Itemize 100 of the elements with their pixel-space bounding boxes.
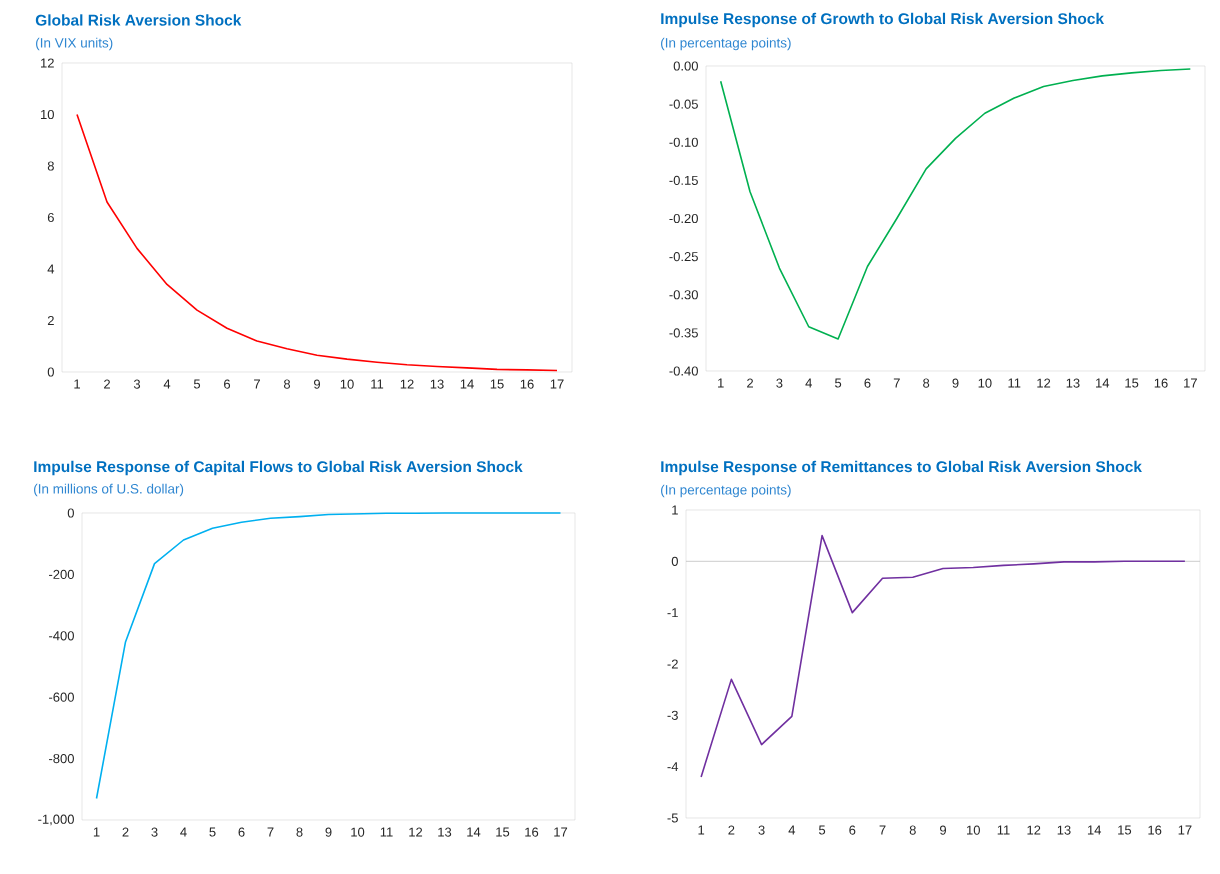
x-tick-label: 10 [978, 378, 992, 388]
line-series [76, 113, 558, 372]
x-tick-label: 8 [283, 379, 291, 389]
chart-subtitle: (In millions of U.S. dollar) [34, 483, 184, 497]
x-tick-label: 4 [163, 379, 171, 389]
x-tick-label: 6 [238, 827, 245, 837]
x-tick-label: 16 [520, 379, 534, 389]
y-tick-label: -4 [667, 762, 679, 772]
y-tick-label: 1 [672, 505, 678, 515]
x-tick-label: 10 [340, 379, 354, 389]
x-tick-label: 15 [1125, 378, 1139, 388]
y-tick-label: 0.00 [673, 61, 698, 71]
x-tick-label: 8 [296, 827, 303, 837]
y-tick-label: -5 [667, 813, 678, 823]
y-tick-label: 0 [67, 508, 74, 518]
x-tick-label: 6 [849, 825, 856, 835]
x-tick-label: 16 [525, 827, 539, 837]
x-tick-label: 7 [879, 825, 886, 835]
x-tick-label: 1 [718, 378, 724, 388]
x-tick-label: 4 [180, 827, 187, 837]
x-tick-label: 10 [351, 827, 365, 837]
y-tick-label: -400 [49, 631, 74, 641]
x-tick-label: 4 [788, 825, 796, 835]
y-tick-label: -3 [667, 710, 678, 720]
x-tick-label: 9 [314, 379, 321, 389]
line-series [719, 68, 1192, 340]
x-tick-label: 13 [1066, 378, 1080, 388]
y-tick-label: 8 [47, 161, 54, 171]
x-tick-label: 3 [133, 379, 141, 389]
y-tick-label: -0.05 [669, 99, 698, 109]
x-tick-label: 6 [864, 378, 871, 388]
x-tick-label: 14 [467, 827, 481, 837]
chart-subtitle: (In percentage points) [661, 484, 791, 498]
x-tick-label: 15 [1118, 825, 1132, 835]
x-tick-label: 10 [967, 825, 980, 835]
y-tick-label: -1,000 [38, 814, 74, 826]
x-tick-label: 12 [400, 379, 414, 389]
x-tick-label: 9 [952, 378, 959, 388]
x-tick-label: 2 [122, 827, 129, 837]
x-tick-label: 3 [776, 378, 783, 388]
x-tick-label: 4 [805, 378, 812, 388]
x-tick-label: 13 [430, 379, 444, 389]
y-tick-label: -200 [49, 569, 74, 579]
x-tick-label: 8 [923, 378, 930, 388]
y-tick-label: -1 [667, 608, 678, 618]
x-tick-label: 14 [1087, 825, 1102, 835]
x-tick-label: 13 [438, 827, 452, 837]
x-tick-label: 3 [758, 825, 765, 835]
chart-title: Impulse Response of Growth to Global Risk Aversion Shock [661, 12, 1105, 28]
y-tick-label: -0.20 [669, 213, 698, 224]
y-tick-label: 0 [47, 367, 54, 377]
x-tick-label: 3 [151, 827, 158, 837]
y-tick-label: 6 [47, 212, 54, 223]
x-tick-label: 7 [254, 379, 260, 389]
x-tick-label: 16 [1148, 825, 1162, 835]
x-tick-label: 12 [409, 827, 423, 837]
x-tick-label: 12 [1027, 825, 1041, 835]
y-tick-label: -2 [667, 659, 678, 669]
x-tick-label: 7 [267, 827, 274, 837]
x-tick-label: 11 [1008, 378, 1021, 388]
y-tick-label: -0.25 [669, 252, 698, 262]
x-tick-label: 5 [193, 379, 201, 389]
x-tick-label: 11 [997, 825, 1010, 835]
x-tick-label: 1 [93, 827, 100, 837]
y-tick-label: -0.30 [669, 290, 698, 300]
chart-subtitle: (In percentage points) [661, 37, 791, 51]
x-tick-label: 11 [371, 379, 384, 389]
y-tick-label: 12 [41, 58, 54, 68]
x-tick-label: 9 [940, 825, 947, 835]
x-tick-label: 8 [909, 825, 916, 835]
y-tick-label: 0 [671, 556, 678, 566]
y-tick-label: 10 [41, 109, 54, 120]
y-tick-label: -800 [49, 753, 74, 764]
x-tick-label: 16 [1154, 378, 1168, 388]
y-tick-label: 2 [47, 315, 54, 326]
y-tick-label: -0.15 [669, 175, 698, 185]
chart-title: Global Risk Aversion Shock [35, 14, 242, 26]
x-tick-label: 15 [496, 827, 510, 837]
x-tick-label: 17 [550, 379, 564, 389]
x-tick-label: 7 [893, 378, 900, 388]
y-tick-label: 4 [47, 264, 55, 274]
x-tick-label: 5 [818, 825, 826, 835]
x-tick-label: 11 [380, 827, 393, 837]
x-tick-label: 17 [1184, 378, 1197, 388]
chart-title: Impulse Response of Capital Flows to Global Risk Aversion Shock [34, 460, 523, 476]
y-tick-label: -0.10 [669, 137, 698, 147]
chart-title: Impulse Response of Remittances to Global Risk Aversion Shock [661, 460, 1142, 476]
x-tick-label: 6 [224, 379, 231, 389]
y-tick-label: -0.35 [669, 328, 698, 338]
x-tick-label: 2 [728, 825, 735, 835]
x-tick-label: 5 [835, 378, 842, 388]
x-tick-label: 13 [1057, 825, 1071, 835]
chart-subtitle: (In VIX units) [36, 37, 113, 51]
x-tick-label: 2 [104, 379, 110, 389]
x-tick-label: 9 [325, 827, 332, 837]
x-tick-label: 14 [460, 379, 474, 389]
x-tick-label: 1 [698, 825, 705, 835]
x-tick-label: 14 [1096, 378, 1110, 388]
x-tick-label: 12 [1037, 378, 1051, 388]
x-tick-label: 17 [554, 827, 568, 837]
